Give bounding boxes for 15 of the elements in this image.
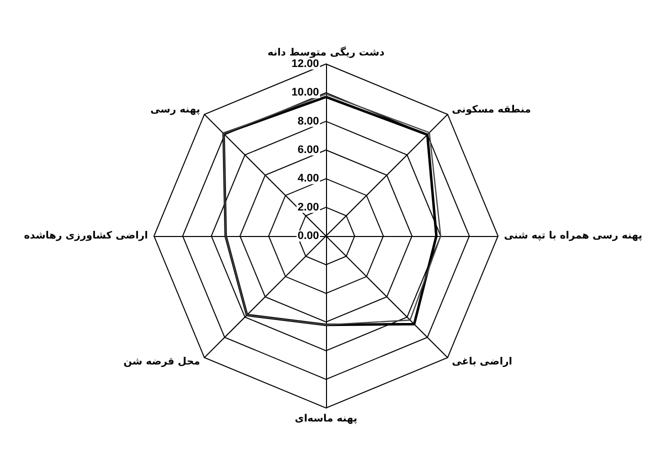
y-tick-label: 6.00	[298, 144, 319, 156]
spoke-label: پهنه رسی	[150, 104, 200, 116]
spoke-label: پهنه ماسه‌ای	[294, 414, 358, 424]
y-tick-label: 8.00	[298, 115, 319, 128]
y-tick-label: 2.00	[298, 201, 319, 214]
spoke-label: دشت ریگی متوسط دانه	[268, 46, 384, 58]
spoke-label: پهنه رسی همراه با تپه شنی	[504, 230, 642, 242]
y-tick-label: 10.00	[291, 86, 319, 99]
y-tick-label: 0.00	[298, 230, 319, 242]
spoke-label: محل قرضه شن	[124, 356, 200, 368]
spoke-label: اراضی باغی	[452, 356, 512, 368]
y-tick-label: 12.00	[291, 58, 319, 70]
spoke-label: منطقه مسکونی	[452, 104, 531, 116]
y-tick-label: 4.00	[298, 172, 319, 185]
spoke-label: اراضی کشاورزی رهاشده	[24, 230, 148, 242]
